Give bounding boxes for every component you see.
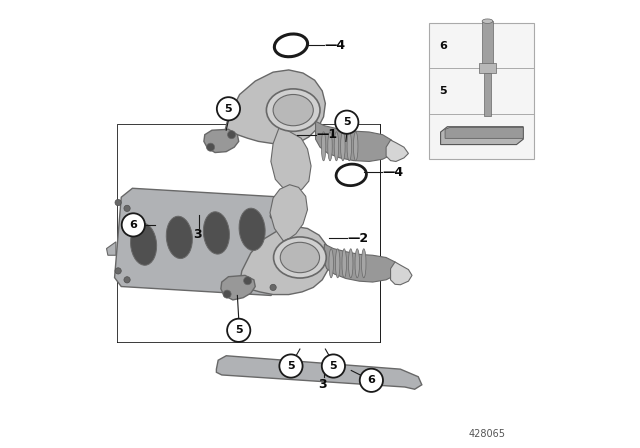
Text: —1: —1 [316,128,337,141]
Ellipse shape [266,89,320,131]
Circle shape [279,354,303,378]
Polygon shape [445,128,524,138]
Polygon shape [221,276,255,300]
Circle shape [207,143,214,151]
Text: 428065: 428065 [469,429,506,439]
Text: —4: —4 [383,166,404,179]
Circle shape [270,213,276,219]
Polygon shape [324,244,398,282]
Text: 6: 6 [439,41,447,51]
Polygon shape [221,70,325,145]
Text: 6: 6 [367,375,375,385]
Ellipse shape [362,249,366,278]
Polygon shape [216,356,422,389]
Ellipse shape [353,132,358,161]
Polygon shape [239,226,330,295]
Ellipse shape [340,132,345,161]
Text: 5: 5 [225,104,232,114]
Circle shape [322,354,345,378]
Circle shape [122,213,145,237]
Circle shape [335,111,358,134]
Ellipse shape [329,249,333,278]
Text: —2: —2 [348,232,369,245]
Polygon shape [482,21,493,68]
Ellipse shape [355,249,360,278]
Polygon shape [204,129,239,152]
Ellipse shape [349,249,353,278]
Text: 6: 6 [129,220,137,230]
Polygon shape [106,242,116,255]
Ellipse shape [239,208,265,250]
Ellipse shape [328,132,332,161]
Text: 5: 5 [439,86,447,96]
Polygon shape [115,188,289,296]
Polygon shape [270,185,307,241]
Ellipse shape [321,132,326,161]
Polygon shape [386,140,408,161]
Circle shape [360,369,383,392]
Ellipse shape [131,223,157,265]
Polygon shape [479,64,495,73]
Ellipse shape [334,132,339,161]
Text: 5: 5 [330,361,337,371]
Circle shape [270,284,276,291]
Text: 3: 3 [193,228,202,241]
Circle shape [223,290,231,298]
Text: 5: 5 [287,361,295,371]
FancyBboxPatch shape [429,23,534,159]
Circle shape [124,277,130,283]
Ellipse shape [482,66,493,70]
Circle shape [244,277,252,285]
Ellipse shape [335,249,340,278]
Text: 3: 3 [318,378,326,391]
Ellipse shape [273,95,314,126]
Text: 5: 5 [235,325,243,335]
Polygon shape [440,127,524,145]
Ellipse shape [204,212,229,254]
Text: 5: 5 [343,117,351,127]
Circle shape [124,205,130,211]
Circle shape [115,199,121,206]
Circle shape [228,131,236,139]
Polygon shape [271,126,311,192]
Polygon shape [390,262,412,285]
Circle shape [115,268,121,274]
Ellipse shape [482,19,493,23]
Circle shape [227,319,250,342]
Circle shape [217,97,240,121]
Text: —4: —4 [324,39,346,52]
Ellipse shape [273,237,326,278]
Ellipse shape [347,132,351,161]
Polygon shape [316,121,395,161]
Polygon shape [484,73,491,116]
Ellipse shape [280,242,319,273]
Ellipse shape [342,249,346,278]
Ellipse shape [166,216,193,258]
